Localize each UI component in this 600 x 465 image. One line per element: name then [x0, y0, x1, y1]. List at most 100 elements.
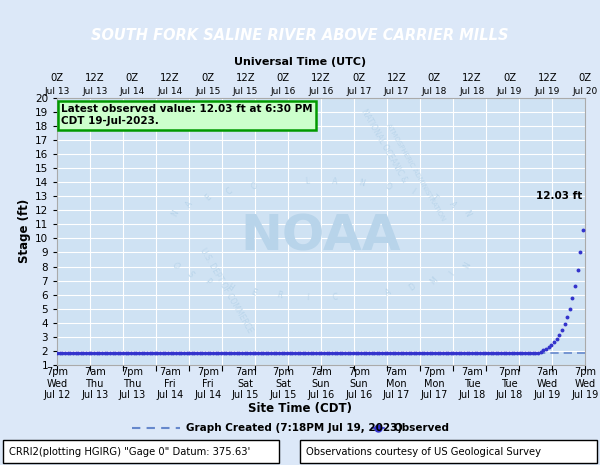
Text: 7pm: 7pm: [272, 367, 294, 377]
Text: Tue: Tue: [464, 379, 480, 389]
Text: A: A: [332, 177, 338, 186]
Text: I: I: [448, 271, 457, 278]
Text: Graph Created (7:18PM Jul 19, 2023): Graph Created (7:18PM Jul 19, 2023): [186, 423, 402, 433]
Text: N: N: [461, 261, 472, 270]
Text: 7am: 7am: [536, 367, 558, 377]
Text: Jul 19: Jul 19: [533, 390, 561, 400]
Text: Jul 14: Jul 14: [120, 87, 145, 96]
Text: Jul 15: Jul 15: [233, 87, 258, 96]
Text: Mon: Mon: [424, 379, 445, 389]
Text: 0Z: 0Z: [578, 73, 592, 83]
Text: 12Z: 12Z: [85, 73, 104, 83]
Text: S: S: [185, 269, 195, 279]
Text: Latest observed value: 12.03 ft at 6:30 PM
CDT 19-Jul-2023.: Latest observed value: 12.03 ft at 6:30 …: [61, 104, 313, 126]
Text: L: L: [305, 177, 310, 186]
Text: Sun: Sun: [311, 379, 331, 389]
Text: Wed: Wed: [574, 379, 596, 389]
Text: Mon: Mon: [386, 379, 407, 389]
Text: NOAA: NOAA: [241, 213, 401, 261]
Text: Jul 12: Jul 12: [43, 390, 71, 400]
Text: Jul 13: Jul 13: [44, 87, 70, 96]
Text: D: D: [407, 282, 417, 293]
Text: Sat: Sat: [275, 379, 291, 389]
Text: I: I: [305, 292, 308, 302]
Text: Jul 14: Jul 14: [158, 87, 183, 96]
Text: 12Z: 12Z: [462, 73, 482, 83]
Text: Jul 19: Jul 19: [497, 87, 522, 96]
Text: Sun: Sun: [349, 379, 368, 389]
Text: 7pm: 7pm: [197, 367, 219, 377]
Text: Jul 18: Jul 18: [459, 87, 485, 96]
Text: Fri: Fri: [202, 379, 214, 389]
Text: R: R: [276, 291, 284, 300]
Bar: [300, 440, 597, 463]
Text: C: C: [225, 186, 235, 196]
Text: 7am: 7am: [84, 367, 106, 377]
Text: 7am: 7am: [159, 367, 181, 377]
Text: Jul 17: Jul 17: [346, 87, 371, 96]
Text: Jul 13: Jul 13: [119, 390, 146, 400]
Text: Thu: Thu: [123, 379, 142, 389]
Text: Jul 16: Jul 16: [308, 87, 334, 96]
Text: C: C: [332, 292, 338, 302]
Text: 7am: 7am: [386, 367, 407, 377]
Text: A: A: [447, 200, 457, 210]
Text: M: M: [428, 276, 439, 287]
Text: Jul 14: Jul 14: [194, 390, 221, 400]
Text: E: E: [203, 193, 213, 202]
Text: 0Z: 0Z: [50, 73, 64, 83]
Text: Jul 16: Jul 16: [345, 390, 373, 400]
Text: 7pm: 7pm: [423, 367, 445, 377]
Text: Jul 15: Jul 15: [195, 87, 221, 96]
Text: 0Z: 0Z: [277, 73, 290, 83]
Text: Jul 15: Jul 15: [269, 390, 297, 400]
Text: P: P: [203, 277, 213, 286]
Text: H: H: [225, 282, 235, 293]
Text: Wed: Wed: [46, 379, 68, 389]
Text: Jul 17: Jul 17: [383, 390, 410, 400]
Text: 0Z: 0Z: [503, 73, 516, 83]
Text: 0Z: 0Z: [201, 73, 214, 83]
Text: N: N: [461, 208, 472, 218]
Text: 12Z: 12Z: [386, 73, 406, 83]
Text: 7pm: 7pm: [46, 367, 68, 377]
Text: Jul 15: Jul 15: [232, 390, 259, 400]
Text: I: I: [409, 187, 416, 196]
Text: Universal Time (UTC): Universal Time (UTC): [234, 57, 366, 67]
Text: ATMOSPHERIC ADMINISTRATION: ATMOSPHERIC ADMINISTRATION: [386, 123, 446, 222]
Text: O: O: [170, 261, 181, 270]
Text: Jul 18: Jul 18: [421, 87, 447, 96]
Text: Fri: Fri: [164, 379, 176, 389]
Text: Jul 17: Jul 17: [384, 87, 409, 96]
Text: A: A: [384, 287, 392, 298]
Text: 12Z: 12Z: [538, 73, 557, 83]
Text: 0Z: 0Z: [352, 73, 365, 83]
Text: Observed: Observed: [393, 423, 449, 433]
Text: N: N: [170, 208, 181, 218]
Text: Thu: Thu: [86, 379, 104, 389]
Text: 7am: 7am: [310, 367, 332, 377]
Text: Wed: Wed: [537, 379, 558, 389]
Text: SOUTH FORK SALINE RIVER ABOVE CARRIER MILLS: SOUTH FORK SALINE RIVER ABOVE CARRIER MI…: [91, 27, 509, 42]
Text: U.S. DEPT OF COMMERCE: U.S. DEPT OF COMMERCE: [198, 246, 254, 334]
Text: Jul 14: Jul 14: [157, 390, 184, 400]
Text: O: O: [249, 181, 259, 192]
Text: 7pm: 7pm: [121, 367, 143, 377]
Text: 7am: 7am: [461, 367, 483, 377]
Text: Site Time (CDT): Site Time (CDT): [248, 402, 352, 415]
Text: A: A: [185, 200, 195, 210]
Text: Tue: Tue: [501, 379, 518, 389]
Text: 7pm: 7pm: [348, 367, 370, 377]
Text: Jul 18: Jul 18: [458, 390, 485, 400]
Text: Jul 16: Jul 16: [307, 390, 335, 400]
Text: Jul 13: Jul 13: [82, 87, 107, 96]
Text: N: N: [358, 178, 366, 188]
Text: 7pm: 7pm: [499, 367, 521, 377]
Bar: [3, 440, 279, 463]
Text: 7pm: 7pm: [574, 367, 596, 377]
Text: Jul 20: Jul 20: [572, 87, 598, 96]
Text: Jul 18: Jul 18: [496, 390, 523, 400]
Text: 12Z: 12Z: [236, 73, 256, 83]
Text: 7am: 7am: [235, 367, 256, 377]
Text: 12Z: 12Z: [160, 73, 180, 83]
